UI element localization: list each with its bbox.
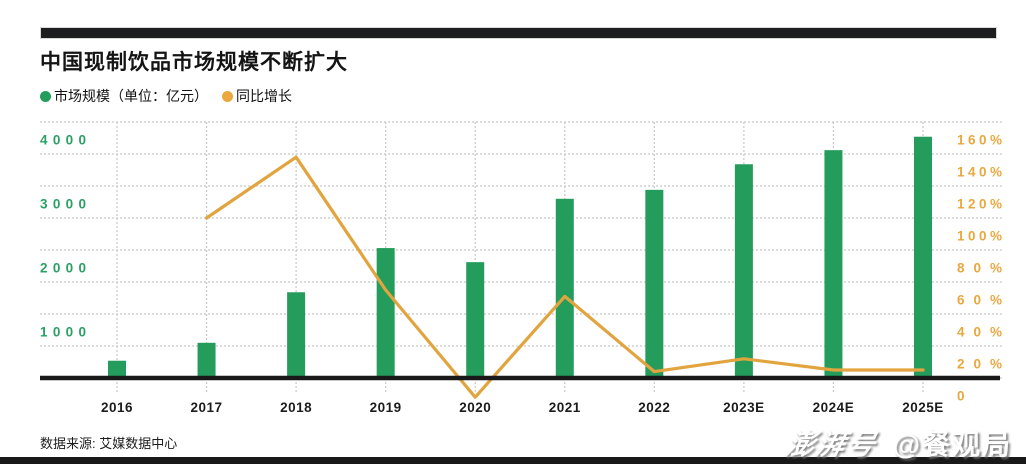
- left-axis-tick: 4000: [40, 133, 86, 148]
- orange-dot-icon: [222, 90, 233, 102]
- bar-2023E: [734, 164, 753, 378]
- yoy-growth-line: [204, 155, 925, 399]
- bar-2017: [197, 342, 216, 378]
- x-axis-label: 2016: [101, 400, 133, 415]
- bar-2025E: [914, 136, 932, 378]
- right-axis-tick: 160%: [957, 133, 1002, 148]
- x-axis-label: 2024E: [813, 400, 855, 415]
- bar-2020: [466, 262, 485, 378]
- bar-2021: [555, 198, 574, 378]
- left-axis-tick: 3000: [40, 197, 86, 212]
- x-axis-label: 2025E: [902, 400, 944, 415]
- legend-label-yoy-growth: 同比增长: [236, 88, 292, 104]
- right-axis-tick: 140%: [957, 165, 1002, 180]
- legend-item-market-size: 市场规模（单位：亿元）: [40, 86, 208, 106]
- right-axis-tick: 60%: [957, 293, 1002, 308]
- x-axis-label: 2022: [638, 400, 670, 415]
- right-axis-tick: 120%: [957, 197, 1002, 212]
- legend-item-yoy-growth: 同比增长: [222, 86, 292, 106]
- bar-2024E: [824, 150, 843, 378]
- x-axis-label: 2020: [459, 400, 491, 415]
- x-axis-label: 2018: [280, 400, 312, 415]
- bar-2016: [108, 360, 126, 378]
- chart-canvas: 4000 3000 2000 1000 160% 140% 120% 100% 80% 60% 40…: [40, 121, 1004, 415]
- data-source-note: 数据来源: 艾媒数据中心: [40, 436, 178, 451]
- x-axis-label: 2021: [549, 400, 581, 415]
- bar-2019: [376, 248, 395, 378]
- right-axis-tick: 20%: [957, 357, 1002, 372]
- page-title: 中国现制饮品市场规模不断扩大: [40, 51, 348, 74]
- left-axis-tick: 1000: [40, 325, 86, 340]
- green-dot-icon: [40, 90, 51, 102]
- x-axis-label: 2017: [191, 400, 223, 415]
- legend-label-market-size: 市场规模（单位：亿元）: [54, 88, 208, 104]
- x-axis-label: 2019: [370, 400, 402, 415]
- x-axis-label: 2023E: [723, 400, 765, 415]
- right-axis-tick: 40%: [957, 325, 1002, 340]
- account-handle: @餐观局: [892, 429, 1012, 460]
- watermark: 澎湃号 @餐观局: [782, 423, 1012, 463]
- header-accent-bar: [40, 27, 997, 39]
- footer-bar: [0, 457, 1026, 464]
- pengpai-logo: 澎湃号: [782, 429, 881, 460]
- right-axis-tick: 0: [957, 389, 965, 404]
- right-axis-tick: 80%: [957, 261, 1002, 276]
- right-axis-tick: 100%: [957, 229, 1002, 244]
- bar-2018: [287, 292, 306, 378]
- chart-legend: 市场规模（单位：亿元） 同比增长: [40, 86, 292, 106]
- bar-2022: [645, 189, 664, 378]
- combo-chart: 4000 3000 2000 1000 160% 140% 120% 100% 80% 60% 40…: [0, 110, 1026, 422]
- left-axis-tick: 2000: [40, 261, 86, 276]
